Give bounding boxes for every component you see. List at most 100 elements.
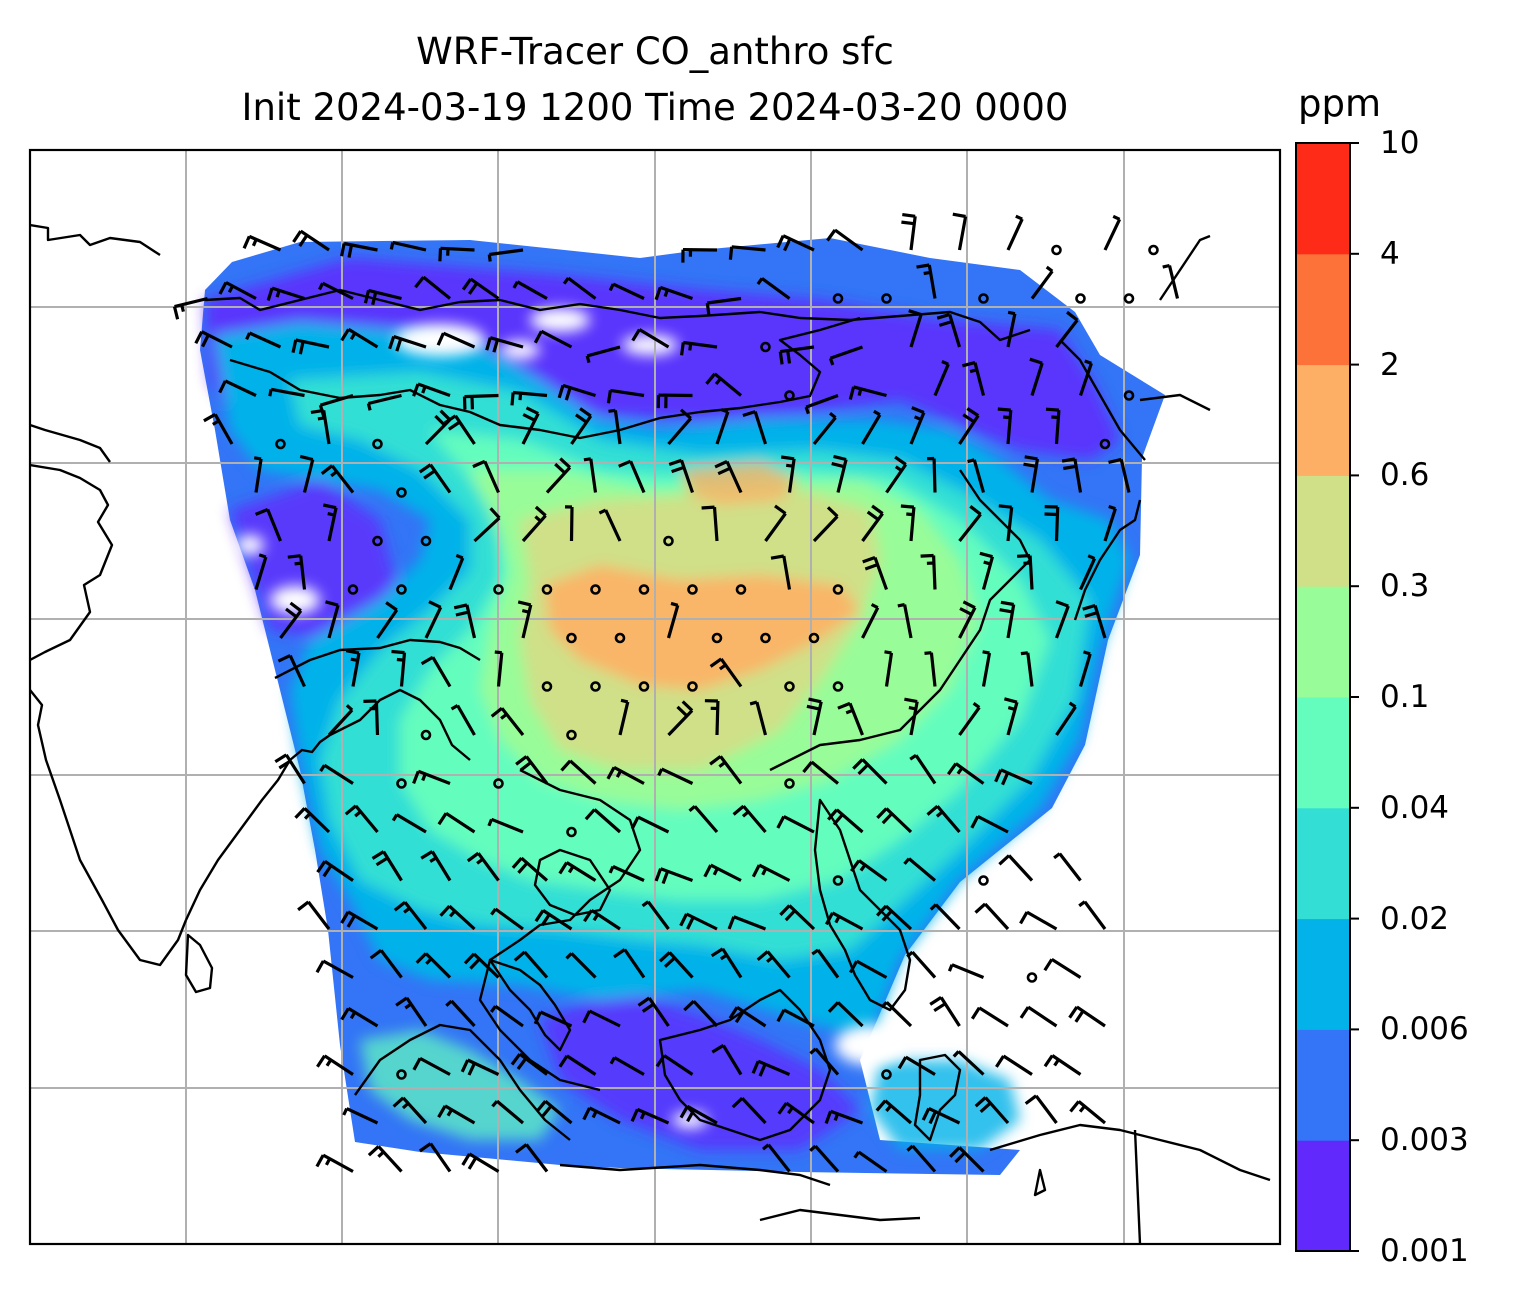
wind-barb: [804, 393, 839, 415]
wind-barb: [728, 245, 766, 260]
wind-barb: [521, 406, 540, 445]
wind-barb: [322, 503, 338, 542]
wind-barb: [319, 763, 354, 785]
wind-barb: [970, 1006, 1009, 1028]
wind-barb: [658, 951, 694, 979]
calm-wind-marker: [711, 632, 723, 644]
colorbar-segment: [1296, 697, 1350, 809]
coast-malay: [488, 958, 572, 1052]
calm-wind-marker: [1051, 244, 1062, 256]
border-mongolia: [229, 316, 861, 440]
colorbar-tick-label: 2: [1380, 346, 1400, 383]
wind-barb: [778, 345, 815, 365]
wind-barb: [861, 409, 882, 445]
wind-barb: [461, 277, 500, 300]
wind-barb: [811, 948, 840, 979]
calm-wind-marker: [396, 487, 407, 498]
wind-barb: [927, 456, 937, 493]
wind-barb: [958, 702, 981, 736]
colorbar-segment: [1296, 1029, 1350, 1141]
wind-barb: [908, 309, 923, 348]
wind-barb: [998, 504, 1014, 542]
wind-barb: [389, 240, 427, 252]
calm-wind-marker: [1026, 972, 1038, 983]
wind-barb: [806, 697, 823, 736]
wind-barb: [487, 817, 524, 834]
wind-barb: [824, 911, 864, 931]
wind-barb: [936, 312, 962, 348]
calm-wind-marker: [881, 1069, 892, 1080]
colorbar-tick-label: 0.001: [1380, 1233, 1469, 1269]
wind-barb: [1006, 214, 1024, 251]
wind-barb: [728, 1005, 767, 1028]
colorbar-segment: [1296, 143, 1350, 255]
calm-wind-marker: [832, 875, 844, 886]
calm-wind-marker: [638, 584, 650, 595]
wind-barb: [463, 952, 500, 979]
wind-barb: [705, 372, 743, 397]
wind-barb: [1078, 650, 1092, 687]
wind-barb: [487, 248, 524, 262]
wind-barb: [779, 904, 816, 931]
coast-philippines: [813, 798, 912, 1012]
wind-barb: [681, 248, 718, 263]
wind-barb: [618, 698, 630, 736]
wind-barb: [316, 1054, 354, 1076]
colorbar-segment: [1296, 253, 1350, 366]
wind-barb: [194, 330, 233, 349]
calm-wind-marker: [687, 584, 698, 595]
wind-barb: [812, 411, 837, 446]
wind-barb: [315, 959, 354, 979]
wind-barb: [1024, 1094, 1058, 1124]
calm-wind-marker: [420, 535, 432, 547]
coast-india-west: [30, 223, 188, 967]
wind-barb: [1103, 214, 1122, 251]
wind-barb: [897, 603, 913, 639]
calm-wind-marker: [687, 681, 698, 692]
wind-barb: [900, 504, 916, 542]
colorbar-tick-label: 10: [1380, 125, 1420, 161]
wind-barb: [958, 407, 980, 445]
wind-barb: [861, 504, 884, 542]
wind-barb: [770, 554, 792, 590]
coast-indochina: [478, 768, 642, 1092]
wind-barb: [512, 280, 548, 300]
wind-barb: [679, 1104, 718, 1125]
calm-wind-marker: [541, 681, 553, 692]
wind-barb: [491, 1099, 525, 1125]
wind-barb: [762, 1143, 791, 1173]
wind-barb: [958, 505, 982, 542]
wind-barb: [388, 334, 427, 352]
wind-barb: [827, 808, 864, 834]
wind-barb: [1055, 701, 1077, 736]
calm-wind-marker: [832, 293, 844, 304]
wind-barb: [812, 506, 839, 543]
calm-wind-marker: [566, 632, 577, 644]
calm-wind-marker: [638, 681, 650, 692]
calm-wind-marker: [760, 632, 771, 644]
wind-barb: [852, 758, 888, 785]
coast-korea-japan: [1059, 234, 1211, 621]
map-title: WRF-Tracer CO_anthro sfc: [416, 30, 894, 73]
wind-barb: [1023, 455, 1040, 493]
wind-barb: [1020, 651, 1034, 687]
border-north: [204, 288, 1031, 342]
wind-barb: [974, 902, 1010, 931]
wind-barb: [218, 281, 257, 300]
wind-barb: [1054, 600, 1070, 639]
wind-barb: [704, 699, 720, 736]
wind-barb: [266, 286, 305, 301]
coast-himalaya: [274, 638, 481, 680]
wind-barb: [949, 1146, 985, 1173]
wind-barb: [756, 950, 791, 979]
wind-barb: [666, 601, 680, 639]
wind-barb: [439, 904, 476, 931]
wind-barb: [667, 408, 693, 446]
wind-barb: [203, 413, 234, 445]
colorbar-segment: [1296, 918, 1350, 1030]
wind-barb: [395, 996, 428, 1027]
wind-barb: [363, 699, 380, 736]
wind-barb: [473, 507, 501, 543]
wind-barb: [703, 863, 742, 882]
wind-barb: [392, 1096, 428, 1125]
